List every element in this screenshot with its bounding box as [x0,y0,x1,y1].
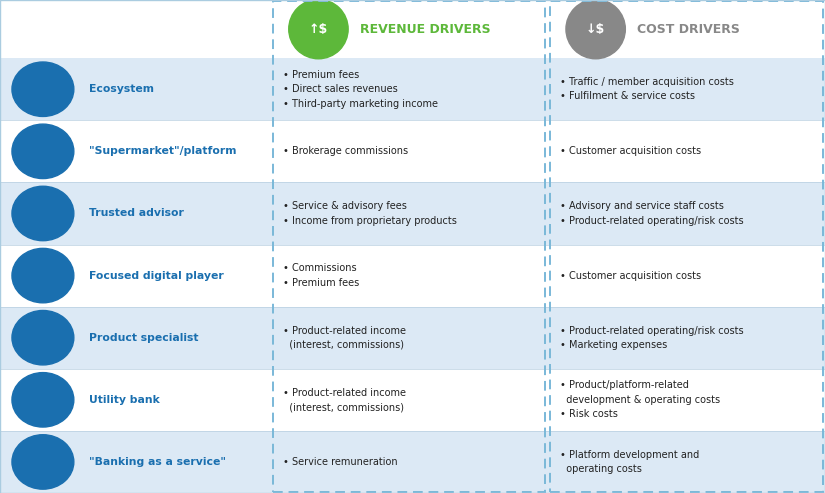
FancyBboxPatch shape [271,431,548,493]
Text: • Customer acquisition costs: • Customer acquisition costs [560,271,701,281]
Text: • Premium fees
• Direct sales revenues
• Third-party marketing income: • Premium fees • Direct sales revenues •… [283,70,438,108]
Text: Product specialist: Product specialist [89,333,199,343]
FancyBboxPatch shape [0,120,271,182]
Text: "Supermarket"/platform: "Supermarket"/platform [89,146,237,156]
Ellipse shape [12,373,74,427]
FancyBboxPatch shape [548,58,825,120]
Text: ↑$: ↑$ [309,23,328,35]
Text: COST DRIVERS: COST DRIVERS [637,23,740,35]
FancyBboxPatch shape [0,307,271,369]
Ellipse shape [566,0,625,59]
FancyBboxPatch shape [0,245,271,307]
FancyBboxPatch shape [0,0,271,58]
FancyBboxPatch shape [271,245,548,307]
Text: • Brokerage commissions: • Brokerage commissions [283,146,408,156]
Ellipse shape [289,0,348,59]
FancyBboxPatch shape [271,369,548,431]
Text: • Advisory and service staff costs
• Product-related operating/risk costs: • Advisory and service staff costs • Pro… [560,201,744,226]
Ellipse shape [12,186,74,241]
Text: REVENUE DRIVERS: REVENUE DRIVERS [360,23,490,35]
FancyBboxPatch shape [0,182,271,245]
Text: ↓$: ↓$ [586,23,606,35]
FancyBboxPatch shape [548,245,825,307]
Bar [550,1,823,492]
Text: • Service remuneration: • Service remuneration [283,457,398,467]
Text: • Platform development and
  operating costs: • Platform development and operating cos… [560,450,700,474]
FancyBboxPatch shape [271,182,548,245]
Text: • Commissions
• Premium fees: • Commissions • Premium fees [283,263,359,288]
FancyBboxPatch shape [271,0,548,58]
Text: • Product-related income
  (interest, commissions): • Product-related income (interest, comm… [283,325,406,350]
Text: Trusted advisor: Trusted advisor [89,209,184,218]
FancyBboxPatch shape [0,58,271,120]
FancyBboxPatch shape [0,431,271,493]
FancyBboxPatch shape [548,120,825,182]
Text: Focused digital player: Focused digital player [89,271,224,281]
FancyBboxPatch shape [271,307,548,369]
FancyBboxPatch shape [271,58,548,120]
Bar [273,1,545,492]
Ellipse shape [12,124,74,178]
Text: • Service & advisory fees
• Income from proprietary products: • Service & advisory fees • Income from … [283,201,457,226]
Ellipse shape [12,435,74,489]
Text: "Banking as a service": "Banking as a service" [89,457,226,467]
Text: Utility bank: Utility bank [89,395,160,405]
Ellipse shape [12,248,74,303]
FancyBboxPatch shape [548,307,825,369]
Text: • Product-related operating/risk costs
• Marketing expenses: • Product-related operating/risk costs •… [560,325,744,350]
FancyBboxPatch shape [548,431,825,493]
FancyBboxPatch shape [0,369,271,431]
Ellipse shape [12,62,74,116]
FancyBboxPatch shape [548,0,825,58]
FancyBboxPatch shape [271,120,548,182]
Text: Ecosystem: Ecosystem [89,84,154,94]
Ellipse shape [12,311,74,365]
Text: • Product-related income
  (interest, commissions): • Product-related income (interest, comm… [283,387,406,412]
FancyBboxPatch shape [548,369,825,431]
Text: • Customer acquisition costs: • Customer acquisition costs [560,146,701,156]
FancyBboxPatch shape [548,182,825,245]
Text: • Traffic / member acquisition costs
• Fulfilment & service costs: • Traffic / member acquisition costs • F… [560,77,734,102]
Text: • Product/platform-related
  development & operating costs
• Risk costs: • Product/platform-related development &… [560,381,720,419]
